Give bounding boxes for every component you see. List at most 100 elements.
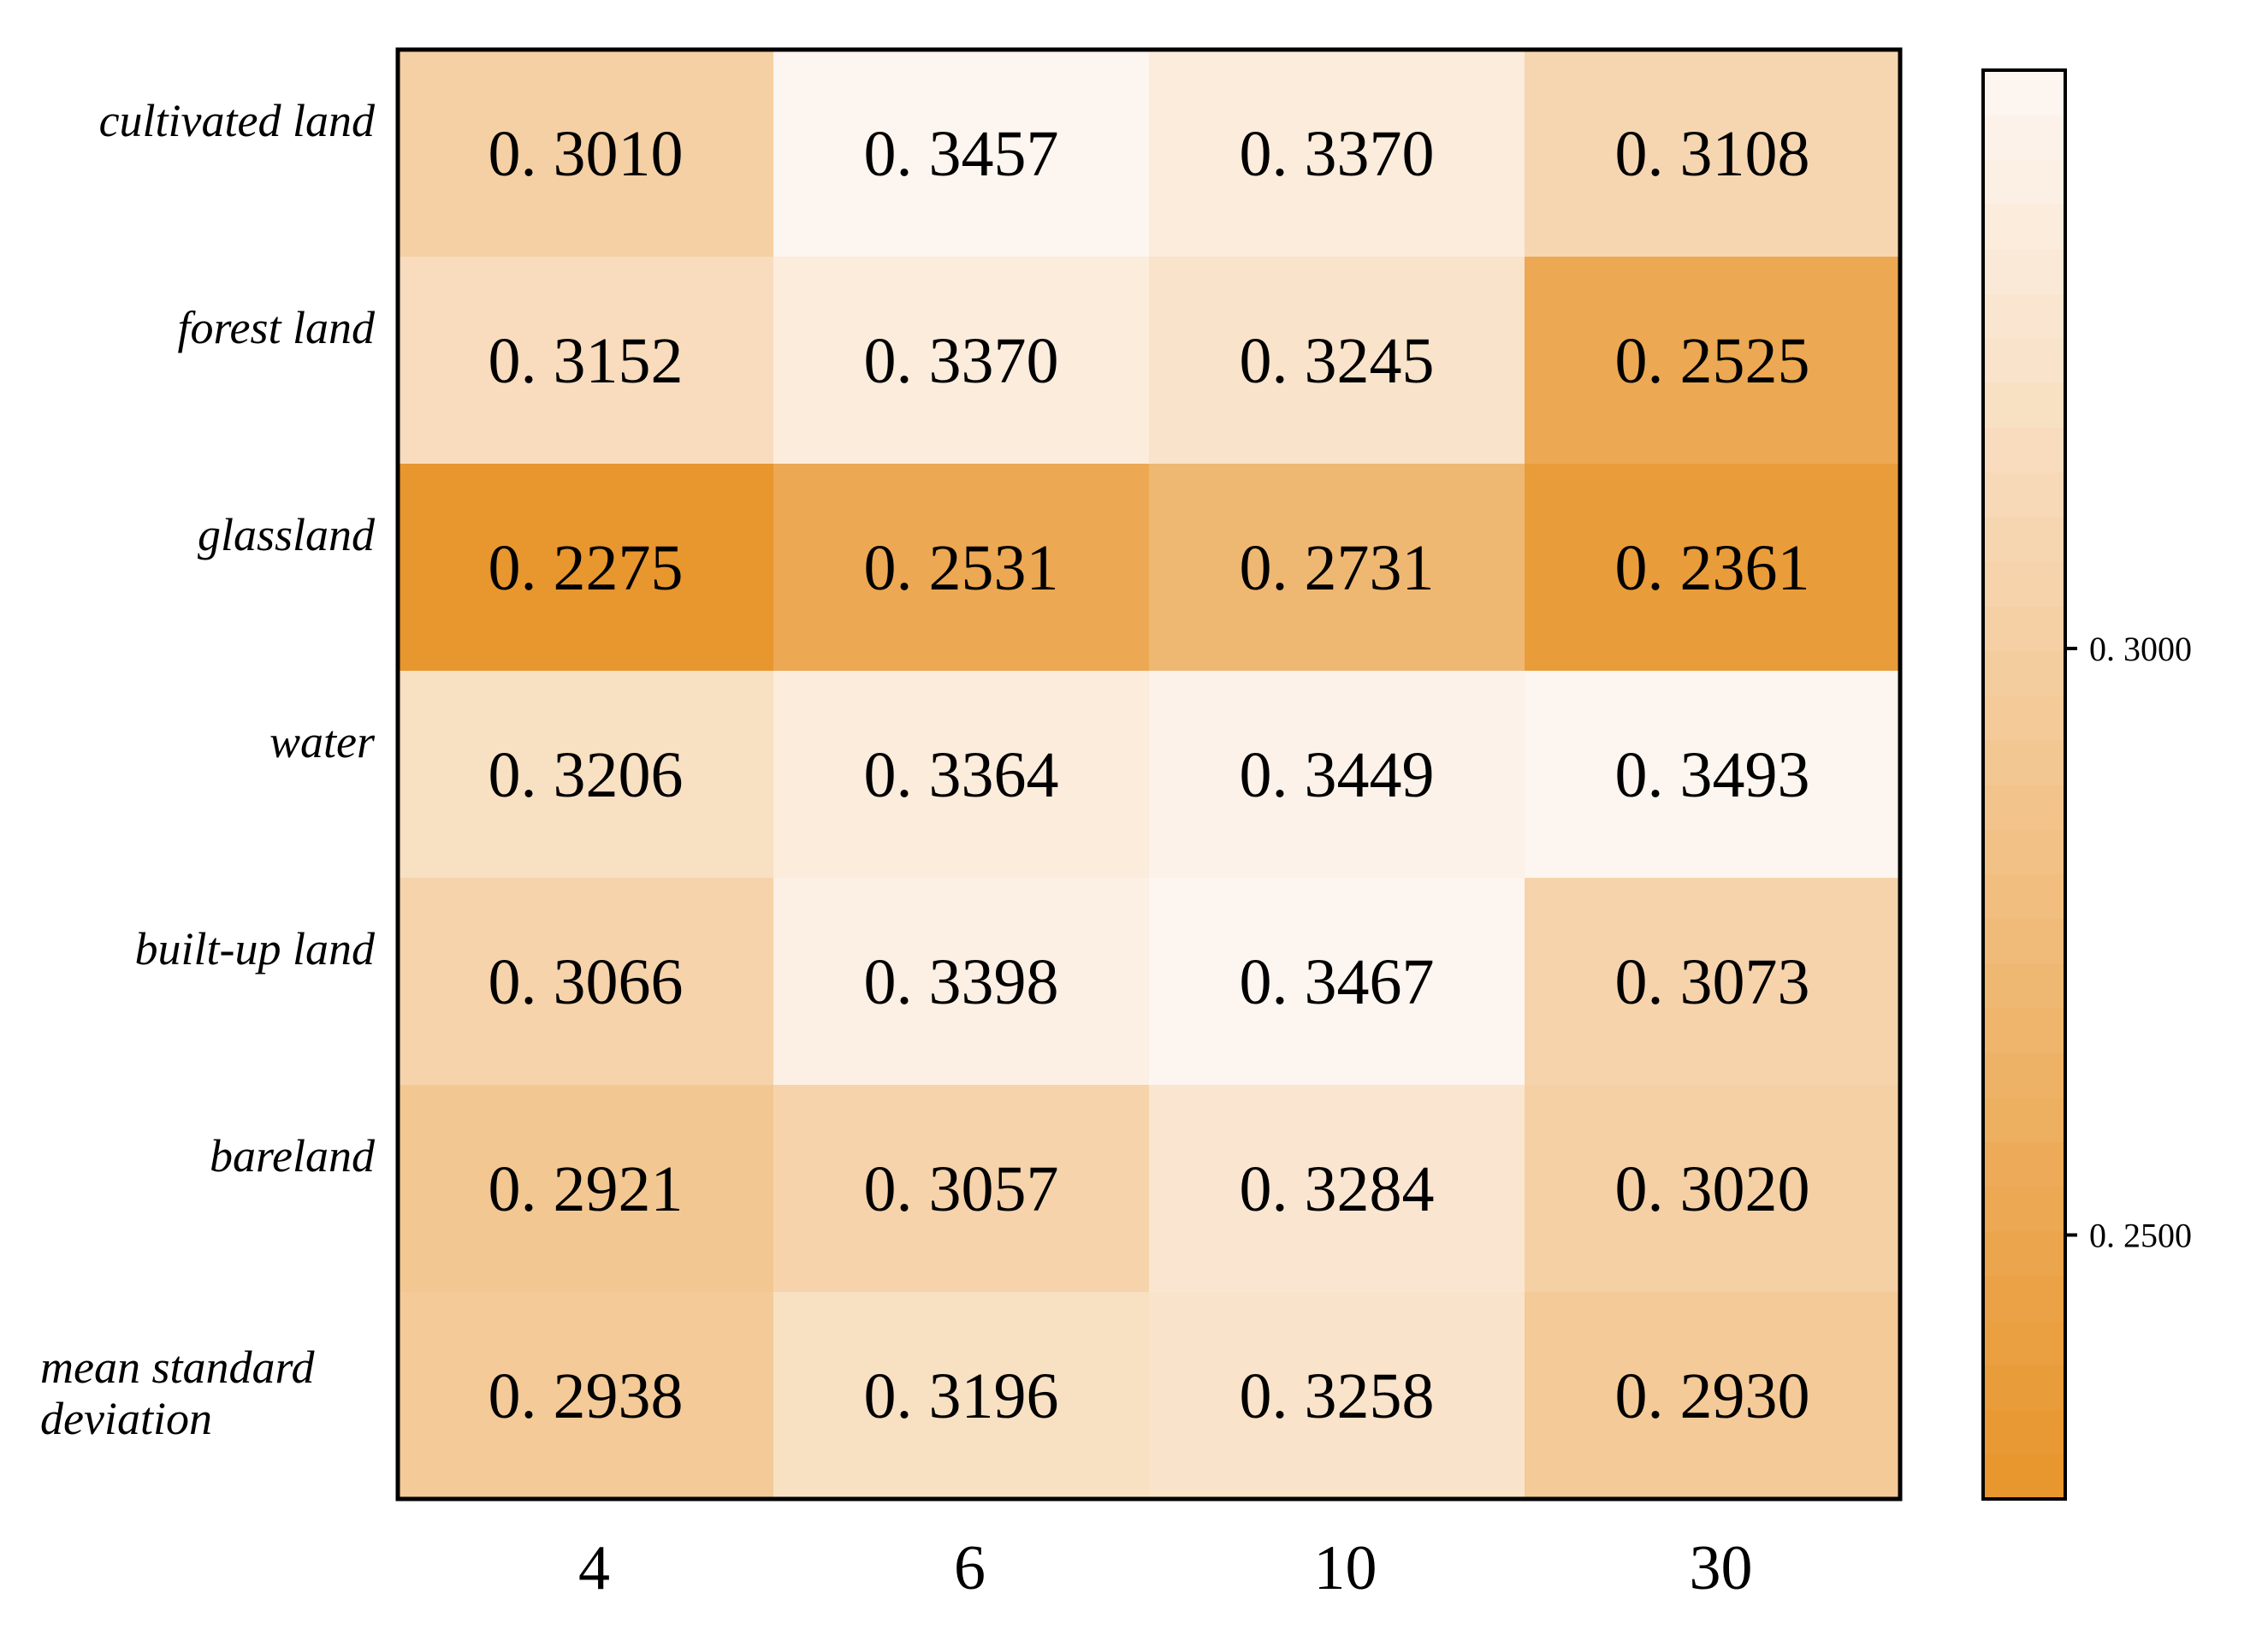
heatmap-cell-r4-c0 (398, 878, 774, 1086)
heatmap-frame (395, 47, 1903, 1502)
x-tick-label-10: 10 (1314, 1533, 1377, 1603)
colorbar-segment-22 (1983, 471, 2065, 518)
cell-value-label-r2-c3: 0. 2361 (1615, 532, 1810, 604)
colorbar-segment-28 (1983, 204, 2065, 250)
heatmap-cell-r4-c1 (773, 878, 1150, 1086)
cell-value-label-r2-c1: 0. 2531 (864, 532, 1059, 604)
row-label-glassland: glassland (198, 509, 376, 560)
cell-value-label-r5-c1: 0. 3057 (864, 1153, 1059, 1225)
colorbar-segment-9 (1983, 1052, 2065, 1098)
cell-value-label-r1-c1: 0. 3370 (864, 325, 1059, 397)
colorbar-segment-17 (1983, 695, 2065, 741)
cell-value-label-r5-c2: 0. 3284 (1240, 1153, 1435, 1225)
heatmap-cell-r3-c0 (398, 671, 774, 879)
row-label-mean-standard-deviation-line2: deviation (40, 1393, 212, 1444)
x-axis-ticks: 4 6 10 30 (578, 1533, 1753, 1603)
cell-value-label-r0-c0: 0. 3010 (489, 118, 684, 190)
heatmap-cell-r0-c0 (398, 50, 774, 258)
colorbar-segment-1 (1983, 1409, 2065, 1455)
cell-value-label-r5-c0: 0. 2921 (489, 1153, 684, 1225)
row-label-forest-land: forest land (177, 302, 376, 353)
colorbar-tick-label-0: 0. 3000 (2089, 630, 2192, 668)
x-tick-label-30: 30 (1690, 1533, 1753, 1603)
heatmap-cell-r0-c2 (1149, 50, 1525, 258)
x-tick-label-6: 6 (954, 1533, 986, 1603)
heatmap-cell-r4-c3 (1525, 878, 1901, 1086)
heatmap-cell-r5-c0 (398, 1085, 774, 1293)
colorbar-segment-5 (1983, 1230, 2065, 1277)
cell-value-label-r6-c2: 0. 3258 (1240, 1360, 1435, 1432)
heatmap-cell-r2-c0 (398, 464, 774, 672)
row-labels: cultivated land forest land glassland water… (40, 95, 376, 1444)
colorbar-segment-4 (1983, 1276, 2065, 1321)
heatmap-cell-r6-c2 (1149, 1292, 1525, 1500)
colorbar-segment-15 (1983, 785, 2065, 830)
cell-value-label-r0-c1: 0. 3457 (864, 118, 1059, 190)
colorbar: 0. 3000 0. 2500 (1981, 68, 2192, 1501)
colorbar-segment-19 (1983, 606, 2065, 652)
x-tick-label-4: 4 (578, 1533, 610, 1603)
cell-value-label-r1-c3: 0. 2525 (1615, 325, 1810, 397)
heatmap-cell-r1-c0 (398, 257, 774, 465)
colorbar-segment-25 (1983, 338, 2065, 383)
heatmap-cell-r3-c3 (1525, 671, 1901, 879)
cell-value-label-r6-c3: 0. 2930 (1615, 1360, 1810, 1432)
row-label-built-up-land: built-up land (135, 923, 376, 974)
row-label-water: water (269, 716, 376, 767)
heatmap-cell-labels: 0. 3010 0. 3457 0. 3370 0. 3108 0. 3152 0. 33… (489, 118, 1810, 1432)
colorbar-segment-12 (1983, 918, 2065, 964)
colorbar-segment-31 (1983, 70, 2065, 116)
colorbar-segment-3 (1983, 1320, 2065, 1366)
colorbar-segment-13 (1983, 874, 2065, 920)
heatmap-cell-r4-c2 (1149, 878, 1525, 1086)
cell-value-label-r6-c1: 0. 3196 (864, 1360, 1059, 1432)
heatmap-cells (398, 50, 1901, 1500)
cell-value-label-r4-c1: 0. 3398 (864, 946, 1059, 1018)
heatmap-cell-r5-c3 (1525, 1085, 1901, 1293)
heatmap-cell-r0-c3 (1525, 50, 1901, 258)
colorbar-segment-26 (1983, 293, 2065, 339)
cell-value-label-r0-c2: 0. 3370 (1240, 118, 1435, 190)
colorbar-segment-18 (1983, 650, 2065, 696)
colorbar-segment-11 (1983, 963, 2065, 1009)
colorbar-tick-label-1: 0. 2500 (2089, 1217, 2192, 1255)
cell-value-label-r1-c2: 0. 3245 (1240, 325, 1435, 397)
heatmap-cell-r1-c2 (1149, 257, 1525, 465)
colorbar-segment-27 (1983, 248, 2065, 294)
colorbar-segment-20 (1983, 561, 2065, 607)
colorbar-segment-14 (1983, 829, 2065, 874)
colorbar-segment-2 (1983, 1365, 2065, 1411)
colorbar-segment-10 (1983, 1007, 2065, 1053)
cell-value-label-r5-c3: 0. 3020 (1615, 1153, 1810, 1225)
row-label-mean-standard-deviation-line1: mean standard (40, 1342, 315, 1393)
cell-value-label-r4-c3: 0. 3073 (1615, 946, 1810, 1018)
colorbar-segment-21 (1983, 516, 2065, 562)
heatmap-cell-r5-c2 (1149, 1085, 1525, 1293)
cell-value-label-r4-c0: 0. 3066 (489, 946, 684, 1018)
cell-value-label-r6-c0: 0. 2938 (489, 1360, 684, 1432)
cell-value-label-r3-c3: 0. 3493 (1615, 739, 1810, 811)
heatmap-cell-r5-c1 (773, 1085, 1150, 1293)
cell-value-label-r1-c0: 0. 3152 (489, 325, 684, 397)
colorbar-segment-7 (1983, 1141, 2065, 1188)
cell-value-label-r4-c2: 0. 3467 (1240, 946, 1435, 1018)
colorbar-segment-30 (1983, 115, 2065, 160)
heatmap-cell-r1-c3 (1525, 257, 1901, 465)
cell-value-label-r3-c1: 0. 3364 (864, 739, 1059, 811)
cell-value-label-r2-c0: 0. 2275 (489, 532, 684, 604)
row-label-bareland: bareland (210, 1130, 376, 1182)
colorbar-frame (1981, 68, 2067, 1501)
heatmap-cell-r1-c1 (773, 257, 1150, 465)
colorbar-segment-29 (1983, 159, 2065, 205)
cell-value-label-r2-c2: 0. 2731 (1240, 532, 1435, 604)
heatmap-cell-r6-c1 (773, 1292, 1150, 1500)
colorbar-segment-16 (1983, 739, 2065, 785)
heatmap-cell-r2-c3 (1525, 464, 1901, 672)
cell-value-label-r3-c2: 0. 3449 (1240, 739, 1435, 811)
heatmap-cell-r6-c3 (1525, 1292, 1901, 1500)
colorbar-segment-24 (1983, 382, 2065, 429)
cell-value-label-r0-c3: 0. 3108 (1615, 118, 1810, 190)
heatmap-cell-r2-c1 (773, 464, 1150, 672)
